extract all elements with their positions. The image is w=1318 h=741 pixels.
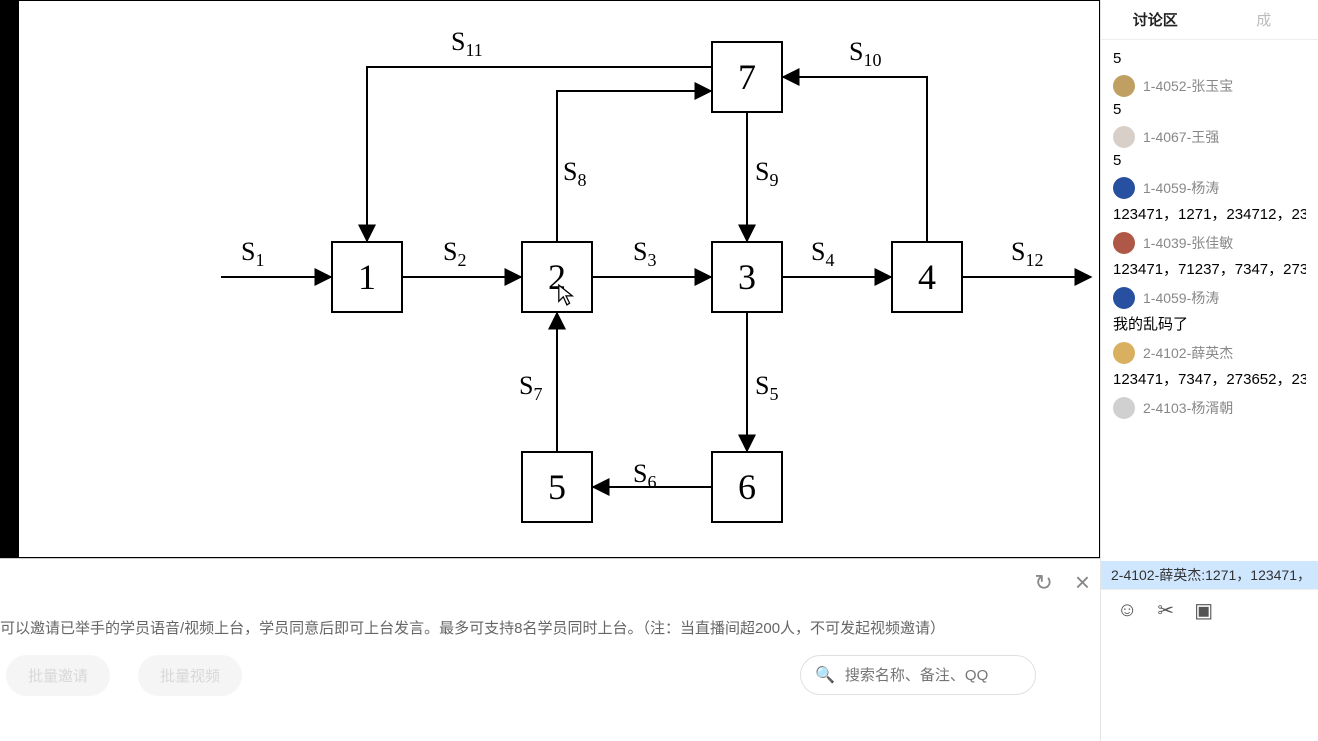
chat-message-header: 1-4067-王强 xyxy=(1113,126,1306,148)
chat-message-name: 2-4102-薛英杰 xyxy=(1143,343,1233,363)
close-icon[interactable]: × xyxy=(1075,567,1090,598)
chat-message-body: 123471，7347，273652，23 xyxy=(1113,368,1306,389)
chat-message-body: 123471，71237，7347，27352 xyxy=(1113,258,1306,279)
emoji-icon[interactable]: ☺ xyxy=(1117,599,1137,622)
refresh-icon[interactable]: ↻ xyxy=(1034,570,1052,596)
diagram-node-7: 7 xyxy=(711,41,783,113)
bottom-bar-icons: ↻ × xyxy=(1034,567,1090,598)
chat-message[interactable]: 5 xyxy=(1101,44,1318,69)
avatar xyxy=(1113,287,1135,309)
flow-diagram: 1234567S1S2S3S4S12S5S6S7S8S9S10S11 xyxy=(171,11,1101,551)
chat-message-header: 1-4059-杨涛 xyxy=(1113,287,1306,309)
edge-label-S5: S5 xyxy=(755,371,778,405)
tab-members[interactable]: 成 xyxy=(1210,0,1318,39)
chat-toolbar: ☺ ✂ ▣ xyxy=(1101,589,1318,631)
avatar xyxy=(1113,126,1135,148)
edge-label-S1: S1 xyxy=(241,237,264,271)
chat-message-header: 1-4039-张佳敏 xyxy=(1113,232,1306,254)
chat-message[interactable]: 1-4059-杨涛我的乱码了 xyxy=(1101,281,1318,336)
edge-S11 xyxy=(367,67,711,241)
chat-message-name: 1-4059-杨涛 xyxy=(1143,178,1219,198)
chat-message-header: 1-4052-张玉宝 xyxy=(1113,75,1306,97)
search-input[interactable]: 🔍 xyxy=(800,655,1036,695)
chat-message-body: 5 xyxy=(1113,152,1306,169)
chat-tabs: 讨论区 成 xyxy=(1101,0,1318,40)
edge-label-S12: S12 xyxy=(1011,237,1043,271)
chat-message-name: 1-4067-王强 xyxy=(1143,127,1219,147)
invite-hint-text: 可以邀请已举手的学员语音/视频上台，学员同意后即可上台发言。最多可支持8名学员同… xyxy=(0,617,945,638)
edge-label-S9: S9 xyxy=(755,157,778,191)
diagram-node-6: 6 xyxy=(711,451,783,523)
diagram-node-5: 5 xyxy=(521,451,593,523)
bottom-control-bar: ↻ × 可以邀请已举手的学员语音/视频上台，学员同意后即可上台发言。最多可支持8… xyxy=(0,558,1100,741)
chat-message-name: 1-4059-杨涛 xyxy=(1143,288,1219,308)
edge-label-S7: S7 xyxy=(519,371,542,405)
diagram-node-4: 4 xyxy=(891,241,963,313)
image-icon[interactable]: ▣ xyxy=(1194,598,1213,623)
chat-message-name: 1-4052-张玉宝 xyxy=(1143,76,1233,96)
avatar xyxy=(1113,177,1135,199)
batch-video-button[interactable]: 批量视频 xyxy=(138,655,242,696)
edge-label-S3: S3 xyxy=(633,237,656,271)
avatar xyxy=(1113,75,1135,97)
edge-S10 xyxy=(783,77,927,241)
batch-invite-button[interactable]: 批量邀请 xyxy=(6,655,110,696)
chat-message-name: 1-4039-张佳敏 xyxy=(1143,233,1233,253)
tab-discussion[interactable]: 讨论区 xyxy=(1101,0,1210,39)
edge-label-S8: S8 xyxy=(563,157,586,191)
edge-label-S11: S11 xyxy=(451,27,483,61)
pill-button-row: 批量邀请 批量视频 xyxy=(6,655,242,696)
chat-message-header: 2-4102-薛英杰 xyxy=(1113,342,1306,364)
left-margin-bar xyxy=(1,1,19,557)
edge-label-S10: S10 xyxy=(849,37,881,71)
chat-message-list: 5 1-4052-张玉宝 5 1-4067-王强 5 1-4059-杨涛 123471，12… xyxy=(1101,40,1318,561)
edge-label-S4: S4 xyxy=(811,237,834,271)
mouse-cursor-icon xyxy=(557,283,575,307)
chat-input-area[interactable] xyxy=(1101,631,1318,741)
chat-message-header: 2-4103-杨湑朝 xyxy=(1113,397,1306,419)
chat-message[interactable]: 1-4059-杨涛 123471，1271，234712，23 xyxy=(1101,171,1318,226)
reply-preview[interactable]: 2-4102-薛英杰:1271，123471， xyxy=(1101,561,1318,589)
diagram-node-3: 3 xyxy=(711,241,783,313)
search-icon: 🔍 xyxy=(815,665,835,685)
chat-message-body: 5 xyxy=(1113,50,1306,67)
chat-sidebar: 讨论区 成 5 1-4052-张玉宝 5 1-4067-王强 5 1-4059-杨涛 123… xyxy=(1100,0,1318,741)
edge-label-S2: S2 xyxy=(443,237,466,271)
chat-message[interactable]: 2-4102-薛英杰 123471，7347，273652，23 xyxy=(1101,336,1318,391)
chat-message-body: 我的乱码了 xyxy=(1113,313,1306,334)
chat-message-body: 5 xyxy=(1113,101,1306,118)
search-field[interactable] xyxy=(843,666,1013,685)
diagram-node-1: 1 xyxy=(331,241,403,313)
avatar xyxy=(1113,397,1135,419)
chat-message[interactable]: 1-4039-张佳敏 123471，71237，7347，27352 xyxy=(1101,226,1318,281)
avatar xyxy=(1113,342,1135,364)
edge-label-S6: S6 xyxy=(633,459,656,493)
scissors-icon[interactable]: ✂ xyxy=(1157,598,1174,623)
chat-message[interactable]: 1-4067-王强 5 xyxy=(1101,120,1318,171)
chat-message[interactable]: 1-4052-张玉宝 5 xyxy=(1101,69,1318,120)
main-content-area: 1234567S1S2S3S4S12S5S6S7S8S9S10S11 xyxy=(0,0,1100,558)
chat-message[interactable]: 2-4103-杨湑朝 xyxy=(1101,391,1318,425)
chat-message-name: 2-4103-杨湑朝 xyxy=(1143,398,1233,418)
avatar xyxy=(1113,232,1135,254)
chat-message-header: 1-4059-杨涛 xyxy=(1113,177,1306,199)
chat-message-body: 123471，1271，234712，23 xyxy=(1113,203,1306,224)
